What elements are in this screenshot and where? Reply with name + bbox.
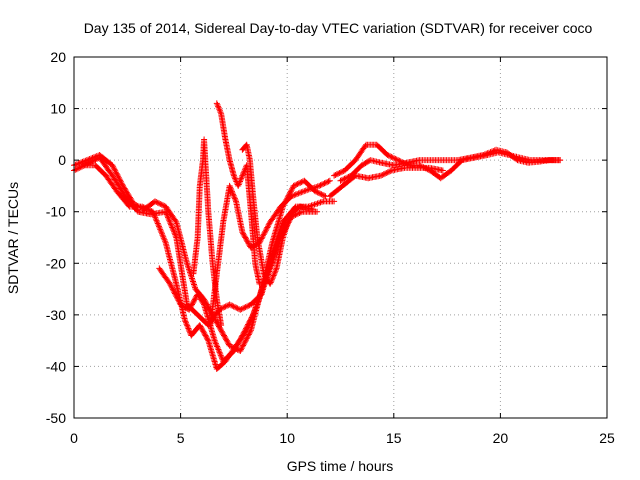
series-track-10 — [337, 146, 564, 184]
y-tick-label: 20 — [50, 49, 66, 65]
y-tick-label: -10 — [46, 204, 66, 220]
y-tick-label: 0 — [58, 152, 66, 168]
x-tick-label: 20 — [493, 430, 509, 446]
x-tick-label: 25 — [599, 430, 615, 446]
series-track-5 — [190, 136, 225, 329]
x-tick-label: 15 — [386, 430, 402, 446]
y-tick-label: -20 — [46, 255, 66, 271]
series-track-8 — [207, 177, 333, 329]
y-axis-label: SDTVAR / TECUs — [5, 182, 21, 294]
x-tick-label: 5 — [177, 430, 185, 446]
y-tick-label: -50 — [46, 410, 66, 426]
series-markers — [213, 100, 263, 287]
x-tick-label: 0 — [70, 430, 78, 446]
y-tick-label: -30 — [46, 307, 66, 323]
series-markers — [326, 164, 446, 200]
y-tick-label: 10 — [50, 101, 66, 117]
data-points — [71, 100, 564, 372]
series-track-11 — [326, 164, 446, 200]
series-markers — [337, 146, 564, 184]
plot-frame — [73, 56, 608, 419]
x-axis-label: GPS time / hours — [287, 458, 394, 474]
axis-ticks: 0 5 10 15 20 25 -50 -40 -30 -20 -10 0 10 20 — [46, 49, 615, 446]
grid — [74, 57, 607, 418]
series-markers — [207, 177, 333, 329]
series-track-6 — [213, 100, 263, 287]
chart-title: Day 135 of 2014, Sidereal Day-to-day VTE… — [84, 20, 593, 36]
x-tick-label: 10 — [279, 430, 295, 446]
y-tick-label: -40 — [46, 358, 66, 374]
